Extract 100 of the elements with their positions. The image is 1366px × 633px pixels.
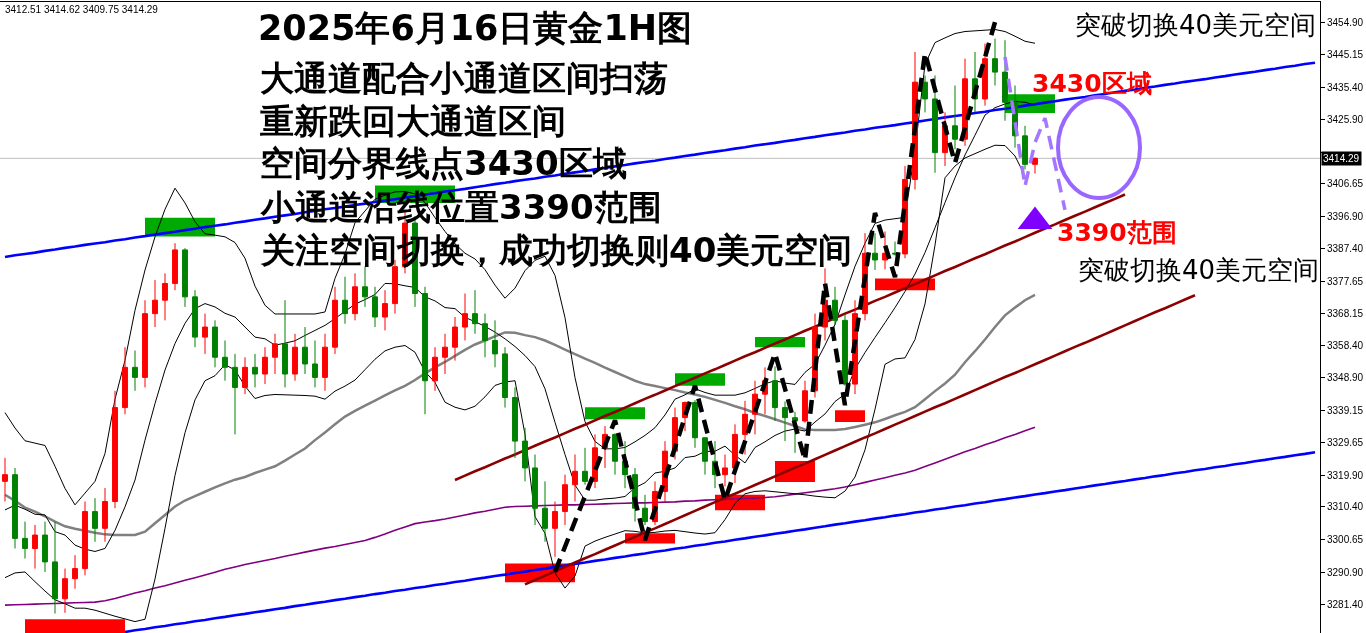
y-tick-label: 3358.40 xyxy=(1327,340,1364,352)
candlestick xyxy=(612,432,618,476)
candlestick xyxy=(1032,156,1038,175)
candlestick xyxy=(312,339,318,388)
candlestick xyxy=(552,501,558,558)
candlestick xyxy=(512,386,518,459)
candlestick xyxy=(782,401,788,442)
candlestick xyxy=(22,521,28,560)
candlestick xyxy=(482,313,488,358)
candlestick xyxy=(262,346,268,385)
candlestick xyxy=(932,74,938,174)
candlestick xyxy=(842,313,848,387)
candlestick xyxy=(222,339,228,382)
candlestick xyxy=(532,454,538,526)
ref-line-label: 3414.29 xyxy=(1323,153,1360,164)
candlestick xyxy=(1002,39,1008,122)
candlestick xyxy=(202,313,208,355)
candlestick xyxy=(112,390,118,509)
candlestick xyxy=(172,242,178,291)
candlestick xyxy=(832,286,838,326)
candlestick xyxy=(102,487,108,543)
candlestick xyxy=(432,346,438,392)
y-tick-label: 3310.40 xyxy=(1327,501,1364,513)
candlestick xyxy=(282,299,288,388)
candlestick xyxy=(952,85,958,150)
candlestick xyxy=(252,353,258,388)
candlestick xyxy=(722,454,728,487)
y-tick-label: 3454.90 xyxy=(1327,16,1364,28)
line-series xyxy=(3,293,1037,537)
candlestick xyxy=(52,521,58,615)
y-tick-label: 3281.40 xyxy=(1327,598,1364,610)
line-series xyxy=(4,426,1036,606)
y-tick-label: 3348.90 xyxy=(1327,372,1364,384)
y-tick-label: 3290.90 xyxy=(1327,566,1364,578)
y-tick-label: 3319.90 xyxy=(1327,469,1364,481)
candlestick xyxy=(32,524,38,570)
candlestick xyxy=(362,266,368,308)
candlestick xyxy=(982,43,988,107)
y-tick-label: 3300.65 xyxy=(1327,534,1364,546)
candlestick xyxy=(642,494,648,526)
annotation: 突破切换40美元空间 xyxy=(1075,10,1317,40)
y-tick-label: 3406.65 xyxy=(1327,178,1364,190)
candlestick xyxy=(212,319,218,368)
candlestick xyxy=(72,554,78,590)
candlestick xyxy=(2,457,8,502)
candlestick xyxy=(92,497,98,543)
candlestick xyxy=(62,568,68,614)
candlestick xyxy=(332,286,338,355)
annotation: 突破切换40美元空间 xyxy=(1078,255,1320,285)
candlestick xyxy=(272,333,278,375)
line-series xyxy=(123,450,1317,633)
y-tick-label: 3339.15 xyxy=(1327,404,1364,416)
y-tick-label: 3368.15 xyxy=(1327,307,1364,319)
chart-title: 2025年6月16日黄金1H图 xyxy=(258,7,693,48)
candlestick xyxy=(522,427,528,482)
candlestick xyxy=(12,467,18,549)
candlestick xyxy=(562,474,568,526)
annotation: 大通道配合小通道区间扫荡 xyxy=(260,58,668,98)
candlestick xyxy=(322,333,328,392)
annotation: 重新跌回大通道区间 xyxy=(260,101,566,141)
candlestick xyxy=(702,436,708,476)
candlestick xyxy=(292,333,298,382)
annotation: 3390范围 xyxy=(1057,218,1177,247)
candlestick xyxy=(182,247,188,308)
candlestick xyxy=(452,316,458,362)
candlestick xyxy=(922,74,928,113)
y-tick-label: 3387.40 xyxy=(1327,243,1364,255)
candlestick xyxy=(802,380,808,424)
candlestick xyxy=(462,293,468,341)
candlestick xyxy=(872,232,878,271)
candlestick xyxy=(152,279,158,328)
candlestick xyxy=(892,241,898,257)
candlestick xyxy=(992,38,998,87)
candlestick xyxy=(192,289,198,348)
candlestick xyxy=(582,447,588,486)
y-tick-label: 3445.15 xyxy=(1327,49,1364,61)
candlestick xyxy=(352,272,358,321)
y-tick-label: 3435.40 xyxy=(1327,82,1364,94)
candlestick xyxy=(132,350,138,392)
candlestick xyxy=(742,400,748,456)
candlestick xyxy=(472,289,478,335)
candlestick xyxy=(232,353,238,435)
candlestick xyxy=(692,399,698,449)
candlestick xyxy=(42,521,48,573)
y-tick-label: 3377.65 xyxy=(1327,275,1364,287)
candlestick xyxy=(492,319,498,368)
y-tick-label: 3396.90 xyxy=(1327,211,1364,223)
candlestick xyxy=(162,272,168,321)
annotation: 3412.51 3414.62 3409.75 3414.29 xyxy=(5,4,159,15)
y-tick-label: 3425.90 xyxy=(1327,113,1364,125)
candlestick xyxy=(382,289,388,331)
candlestick xyxy=(342,276,348,325)
candlestick xyxy=(372,286,378,328)
candlestick xyxy=(242,356,248,395)
candlestick xyxy=(572,454,578,502)
candlestick xyxy=(1022,125,1028,170)
candlestick xyxy=(82,501,88,576)
candlestick xyxy=(542,480,548,543)
candlestick xyxy=(442,333,448,375)
line-series xyxy=(523,293,1197,586)
